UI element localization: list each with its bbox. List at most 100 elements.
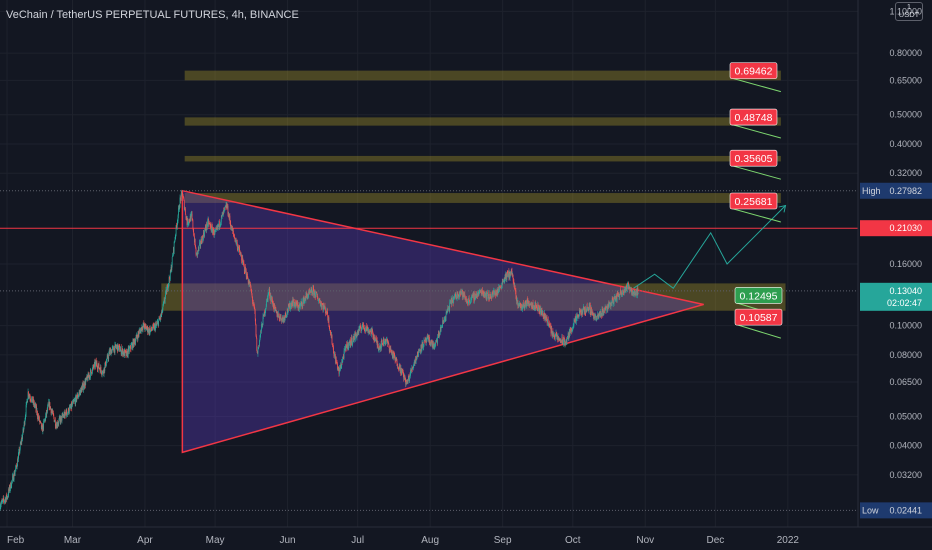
- candle-body: [515, 291, 517, 299]
- candle-body: [483, 293, 485, 297]
- candle-body: [560, 340, 562, 342]
- candle-body: [173, 247, 175, 252]
- candle-body: [30, 399, 32, 401]
- candle-body: [260, 330, 262, 332]
- candle-body: [205, 229, 207, 231]
- candle-body: [256, 338, 258, 351]
- candle-body: [97, 366, 98, 370]
- candle-body: [18, 449, 20, 452]
- candle-body: [614, 296, 616, 298]
- candle-body: [108, 351, 110, 354]
- candle-body: [56, 425, 57, 428]
- candle-body: [276, 311, 278, 317]
- candle-body: [101, 373, 103, 375]
- candle-body: [556, 332, 557, 334]
- candle-body: [468, 297, 470, 301]
- candle-body: [254, 309, 256, 311]
- candle-body: [518, 306, 520, 307]
- candle-body: [354, 333, 355, 340]
- candle-body: [459, 291, 461, 295]
- candle-body: [612, 300, 614, 305]
- candle-body: [23, 426, 25, 431]
- candle-body: [448, 307, 450, 309]
- candle-body: [10, 482, 11, 489]
- candle-body: [629, 289, 631, 292]
- candle-body: [325, 312, 327, 314]
- time-tick-label: Jul: [351, 535, 364, 546]
- candle-body: [378, 349, 380, 351]
- candle-body: [209, 223, 210, 224]
- candle-body: [402, 373, 404, 375]
- candle-body: [417, 356, 419, 358]
- candle-body: [487, 292, 489, 293]
- candle-body: [637, 287, 639, 294]
- candle-body: [372, 334, 374, 337]
- candle-body: [181, 191, 182, 193]
- price-axis[interactable]: 1.100000.800000.650000.500000.400000.320…: [857, 0, 932, 527]
- candle-body: [511, 269, 512, 271]
- candle-body: [538, 309, 539, 311]
- candle-body: [613, 299, 615, 304]
- candle-body: [239, 252, 241, 255]
- candle-body: [365, 325, 367, 330]
- candle-body: [206, 223, 208, 228]
- candle-body: [611, 298, 613, 305]
- candle-body: [220, 221, 222, 224]
- candle-body: [263, 311, 265, 316]
- candle-body: [526, 300, 528, 306]
- candle-body: [178, 205, 180, 209]
- candle-body: [555, 334, 556, 337]
- candle-body: [430, 342, 432, 343]
- candle-body: [543, 314, 545, 319]
- candle-body: [144, 327, 146, 330]
- candle-body: [424, 339, 426, 341]
- candle-body: [8, 489, 10, 491]
- candle-body: [11, 480, 13, 482]
- candle-body: [463, 294, 465, 297]
- candle-body: [601, 309, 603, 316]
- candle-body: [125, 351, 127, 356]
- candle-body: [184, 208, 186, 210]
- candle-body: [74, 399, 76, 401]
- candle-body: [188, 219, 190, 223]
- candle-body: [480, 290, 482, 294]
- candle-body: [617, 292, 618, 295]
- candle-body: [26, 401, 28, 402]
- candle-body: [165, 289, 167, 292]
- candle-body: [606, 306, 608, 309]
- candle-body: [475, 296, 476, 300]
- candle-body: [637, 293, 639, 294]
- candle-body: [291, 303, 293, 306]
- candle-body: [562, 340, 564, 345]
- candle-body: [109, 349, 111, 354]
- candle-body: [157, 321, 158, 324]
- candle-body: [493, 290, 495, 295]
- candle-body: [85, 377, 87, 381]
- candle-body: [468, 300, 469, 305]
- candle-body: [152, 324, 154, 326]
- candle-body: [91, 368, 93, 374]
- candle-body: [352, 341, 353, 344]
- candle-body: [237, 247, 239, 249]
- candle-body: [395, 358, 397, 361]
- candle-body: [159, 317, 160, 319]
- candle-body: [472, 294, 473, 296]
- currency-badge[interactable]: 1 USDT: [895, 2, 923, 21]
- candle-body: [117, 343, 119, 352]
- candle-body: [75, 395, 76, 405]
- candle-body: [459, 294, 460, 297]
- candle-body: [224, 208, 225, 210]
- time-axis[interactable]: Feb Mar Apr May Jun Jul Aug Sep Oct Nov Dec 2022: [0, 526, 932, 550]
- candle-body: [413, 365, 414, 369]
- candle-body: [134, 341, 136, 345]
- candle-body: [5, 498, 7, 503]
- candle-body: [467, 302, 469, 305]
- candle-body: [385, 340, 387, 342]
- candle-body: [270, 297, 272, 301]
- candle-body: [609, 302, 611, 304]
- candle-body: [86, 375, 88, 379]
- candle-body: [548, 323, 550, 326]
- candle-body: [236, 242, 238, 249]
- candle-body: [398, 369, 400, 370]
